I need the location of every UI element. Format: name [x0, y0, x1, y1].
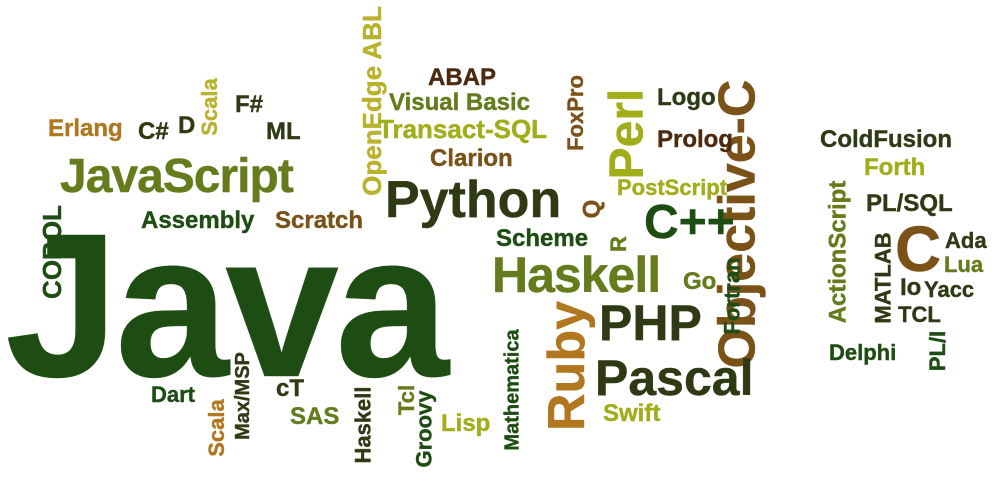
word-r: R: [605, 236, 631, 252]
word-swift: Swift: [603, 400, 661, 427]
word-clarion: Clarion: [430, 145, 513, 172]
word-java: Java: [5, 191, 449, 420]
word-fsharp: F#: [235, 91, 264, 118]
word-csharp: C#: [138, 118, 169, 145]
word-coldfusion: ColdFusion: [820, 126, 952, 153]
word-logo: Logo: [657, 84, 716, 111]
word-plsql: PL/SQL: [866, 190, 953, 217]
word-ada: Ada: [945, 228, 987, 253]
word-transact-sql: Transact-SQL: [378, 114, 548, 144]
word-openedge-abl: OpenEdge ABL: [356, 6, 387, 196]
word-lua: Lua: [944, 252, 984, 277]
word-matlab: MATLAB: [870, 232, 896, 324]
word-tcl-upper: TCL: [898, 302, 941, 327]
word-q: Q: [578, 199, 606, 219]
word-fortran: Fortran: [719, 257, 745, 335]
word-prolog: Prolog: [657, 126, 733, 153]
word-foxpro: FoxPro: [562, 75, 588, 151]
word-python: Python: [385, 171, 562, 229]
word-scheme: Scheme: [496, 225, 589, 252]
word-pascal: Pascal: [595, 350, 754, 406]
word-scala-top: Scala: [196, 78, 222, 136]
word-ruby: Ruby: [538, 301, 596, 431]
word-assembly: Assembly: [141, 207, 255, 234]
word-actionscript: ActionScript: [824, 180, 852, 324]
word-go: Go: [683, 268, 717, 295]
word-erlang: Erlang: [48, 115, 123, 142]
word-dart: Dart: [151, 382, 196, 407]
word-ct: cT: [276, 375, 305, 402]
word-io: Io: [900, 274, 922, 301]
word-delphi: Delphi: [829, 340, 897, 365]
word-forth: Forth: [864, 154, 926, 181]
word-groovy: Groovy: [411, 390, 437, 468]
word-haskell-small: Haskell: [350, 386, 376, 464]
word-javascript: JavaScript: [60, 150, 294, 203]
word-lisp: Lisp: [441, 410, 491, 437]
word-cobol: COBOL: [36, 205, 67, 299]
word-haskell-large: Haskell: [492, 247, 662, 303]
word-postscript: PostScript: [617, 175, 728, 200]
word-mathematica: Mathematica: [501, 329, 524, 451]
word-ml: ML: [266, 118, 301, 145]
word-abap: ABAP: [428, 64, 497, 91]
word-scratch: Scratch: [275, 207, 364, 234]
word-visual-basic: Visual Basic: [389, 89, 530, 116]
word-c: C: [895, 213, 942, 285]
word-pli: PL/I: [925, 330, 951, 372]
word-sas: SAS: [290, 403, 340, 430]
word-cpp: C++: [644, 196, 735, 249]
word-maxmsp: Max/MSP: [231, 352, 254, 440]
word-scala-bottom: Scala: [203, 399, 229, 457]
word-php: PHP: [599, 295, 702, 351]
word-yacc: Yacc: [924, 277, 975, 302]
word-d: D: [178, 112, 196, 139]
word-perl: Perl: [600, 88, 654, 180]
